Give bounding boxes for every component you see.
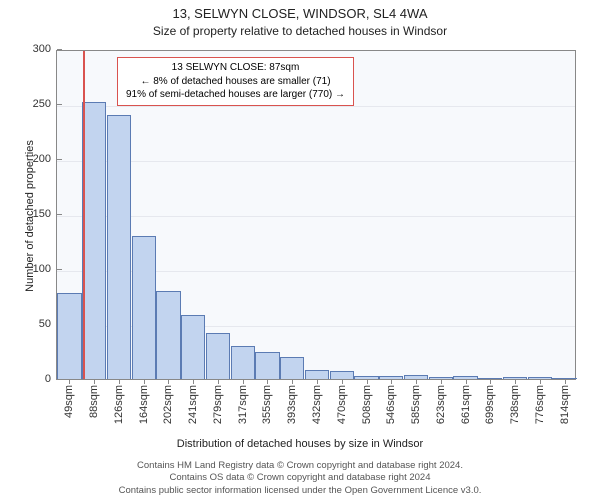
annotation-line: 91% of semi-detached houses are larger (…	[126, 88, 345, 102]
x-tick-label: 355sqm	[261, 385, 273, 424]
x-tick-mark	[391, 379, 392, 384]
histogram-bar	[107, 115, 131, 379]
x-tick-label: 432sqm	[311, 385, 323, 424]
x-tick-label: 508sqm	[361, 385, 373, 424]
histogram-bar	[82, 102, 106, 379]
histogram-bar	[280, 357, 304, 379]
x-tick-mark	[168, 379, 169, 384]
histogram-bar	[181, 315, 205, 379]
y-tick: 300	[33, 43, 57, 55]
y-tick: 150	[33, 208, 57, 220]
highlight-line	[83, 51, 85, 379]
x-tick-mark	[416, 379, 417, 384]
gridline	[57, 216, 575, 217]
footer-line: Contains HM Land Registry data © Crown c…	[0, 460, 600, 472]
x-tick-label: 623sqm	[435, 385, 447, 424]
x-tick-label: 241sqm	[187, 385, 199, 424]
annotation-line: ← 8% of detached houses are smaller (71)	[126, 75, 345, 89]
x-tick-mark	[540, 379, 541, 384]
histogram-bar	[330, 371, 354, 379]
x-tick-label: 317sqm	[237, 385, 249, 424]
y-tick: 250	[33, 98, 57, 110]
x-tick-mark	[292, 379, 293, 384]
x-tick-label: 393sqm	[286, 385, 298, 424]
x-tick-mark	[243, 379, 244, 384]
footer: Contains HM Land Registry data © Crown c…	[0, 460, 600, 497]
x-tick-label: 126sqm	[113, 385, 125, 424]
x-tick-mark	[119, 379, 120, 384]
x-axis-label: Distribution of detached houses by size …	[0, 438, 600, 450]
x-tick-label: 814sqm	[559, 385, 571, 424]
x-tick-label: 164sqm	[138, 385, 150, 424]
x-tick-mark	[342, 379, 343, 384]
gridline	[57, 106, 575, 107]
histogram-bar	[156, 291, 180, 379]
y-tick: 200	[33, 153, 57, 165]
footer-line: Contains public sector information licen…	[0, 485, 600, 497]
histogram-bar	[231, 346, 255, 379]
x-tick-mark	[69, 379, 70, 384]
x-tick-mark	[267, 379, 268, 384]
gridline	[57, 161, 575, 162]
y-tick: 100	[33, 263, 57, 275]
x-tick-mark	[144, 379, 145, 384]
x-tick-label: 49sqm	[63, 385, 75, 418]
histogram-bar	[206, 333, 230, 379]
x-tick-label: 546sqm	[385, 385, 397, 424]
x-tick-mark	[317, 379, 318, 384]
histogram-bar	[132, 236, 156, 379]
title-main: 13, SELWYN CLOSE, WINDSOR, SL4 4WA	[0, 6, 600, 21]
x-tick-label: 738sqm	[509, 385, 521, 424]
x-tick-label: 279sqm	[212, 385, 224, 424]
x-tick-label: 202sqm	[162, 385, 174, 424]
x-tick-mark	[94, 379, 95, 384]
x-tick-mark	[441, 379, 442, 384]
y-tick: 0	[45, 373, 57, 385]
x-tick-mark	[466, 379, 467, 384]
annotation-line: 13 SELWYN CLOSE: 87sqm	[126, 61, 345, 75]
x-tick-mark	[367, 379, 368, 384]
x-tick-mark	[218, 379, 219, 384]
title-sub: Size of property relative to detached ho…	[0, 24, 600, 38]
plot-area: 05010015020025030049sqm88sqm126sqm164sqm…	[56, 50, 576, 380]
annotation-box: 13 SELWYN CLOSE: 87sqm← 8% of detached h…	[117, 57, 354, 106]
x-tick-mark	[515, 379, 516, 384]
x-tick-label: 661sqm	[460, 385, 472, 424]
chart-container: 13, SELWYN CLOSE, WINDSOR, SL4 4WA Size …	[0, 0, 600, 500]
x-tick-mark	[490, 379, 491, 384]
histogram-bar	[57, 293, 81, 379]
x-tick-label: 585sqm	[410, 385, 422, 424]
x-tick-mark	[193, 379, 194, 384]
histogram-bar	[255, 352, 279, 380]
x-tick-label: 776sqm	[534, 385, 546, 424]
x-tick-label: 699sqm	[484, 385, 496, 424]
x-tick-label: 470sqm	[336, 385, 348, 424]
y-tick: 50	[39, 318, 57, 330]
x-tick-label: 88sqm	[88, 385, 100, 418]
footer-line: Contains OS data © Crown copyright and d…	[0, 472, 600, 484]
histogram-bar	[305, 370, 329, 379]
x-tick-mark	[565, 379, 566, 384]
